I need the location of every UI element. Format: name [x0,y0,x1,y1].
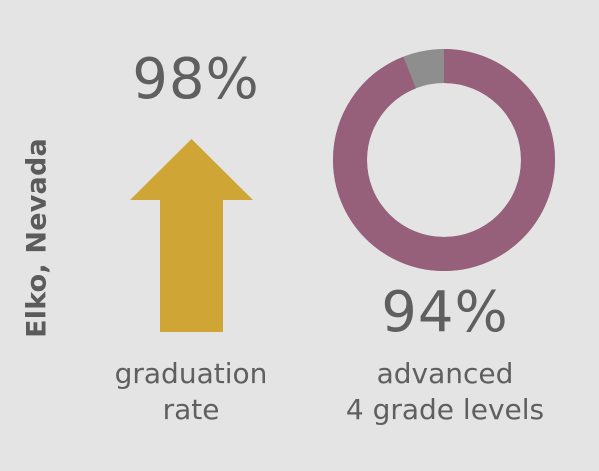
graduation-arrow-mark [130,139,253,332]
advanced-value: 94% [381,280,509,345]
advanced-donut-chart [333,49,555,271]
graduation-rate-value: 98% [132,47,260,112]
donut-value-slice [333,49,555,271]
graduation-caption-line-1: graduation [114,357,268,390]
graduation-caption-line-2: rate [162,393,220,426]
advanced-caption-line-1: advanced [376,357,514,390]
graduation-rate-caption: graduation rate [86,356,296,428]
advanced-caption-line-2: 4 grade levels [345,393,545,426]
advanced-caption: advanced 4 grade levels [320,356,570,428]
